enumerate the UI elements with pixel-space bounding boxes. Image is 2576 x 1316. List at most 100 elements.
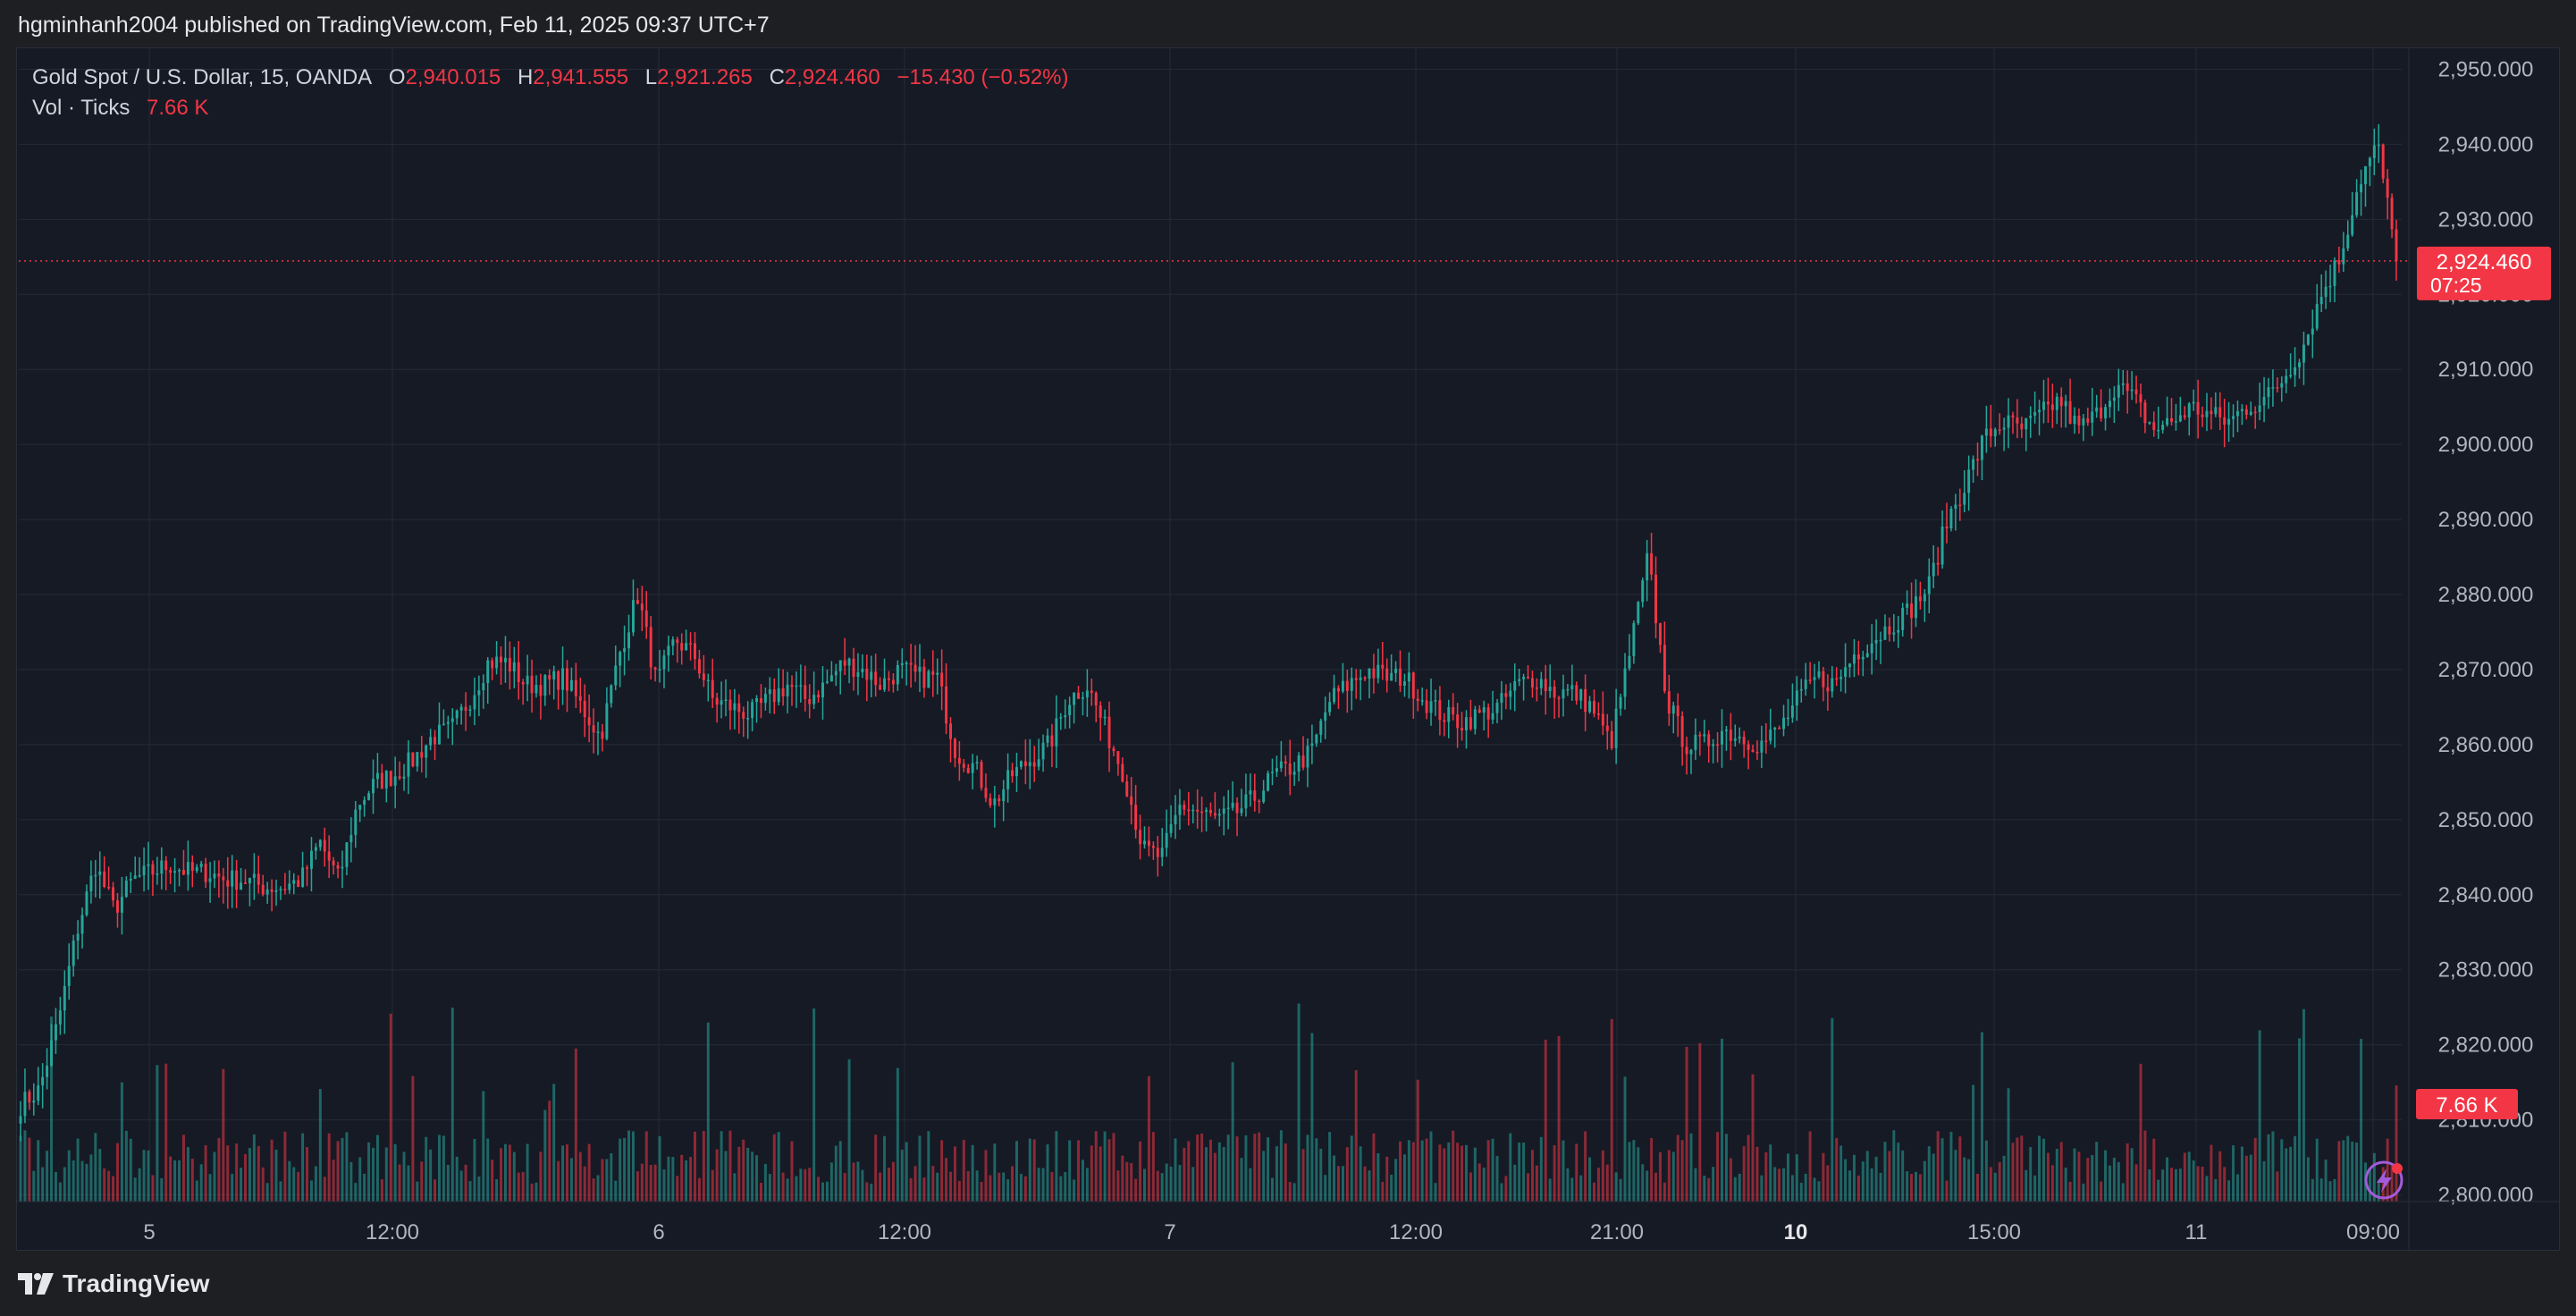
candle-body: [2170, 418, 2173, 422]
volume-bar: [46, 1151, 49, 1202]
candlestick-chart[interactable]: 2,800.0002,810.0002,820.0002,830.0002,84…: [17, 48, 2561, 1252]
candle-body: [190, 862, 194, 872]
tradingview-logo[interactable]: TradingView: [18, 1270, 209, 1298]
volume-bar: [1932, 1153, 1935, 1202]
volume-bar: [2244, 1155, 2248, 1202]
candle-body: [2372, 145, 2376, 158]
volume-bar: [913, 1166, 917, 1202]
candle-body: [455, 710, 459, 719]
candle-body: [1967, 469, 1971, 494]
volume-bar: [80, 1160, 84, 1202]
volume-bar: [2161, 1169, 2165, 1202]
candle-body: [2117, 384, 2120, 398]
volume-bar: [1646, 1170, 1649, 1202]
candle-body: [627, 632, 631, 649]
candle-body: [838, 660, 842, 671]
volume-bar: [2192, 1160, 2195, 1202]
volume-bar: [2346, 1135, 2350, 1202]
candle-body: [2355, 192, 2359, 215]
volume-bar: [393, 1143, 397, 1202]
volume-bar: [2170, 1168, 2173, 1202]
volume-bar: [314, 1166, 317, 1202]
candle-body: [856, 672, 860, 677]
candle-body: [517, 662, 520, 682]
volume-bar: [1738, 1173, 1741, 1202]
volume-bar: [1121, 1155, 1124, 1202]
candle-body: [1174, 814, 1177, 825]
volume-bar: [1712, 1167, 1715, 1202]
volume-bar: [1509, 1133, 1512, 1202]
candle-body: [354, 809, 358, 835]
volume-bar: [1539, 1136, 1543, 1202]
candle-body: [2324, 286, 2328, 298]
y-axis-tick-label: 2,850.000: [2438, 808, 2534, 832]
volume-bar: [1443, 1148, 1446, 1202]
volume-bar: [2386, 1138, 2389, 1202]
volume-bar: [605, 1159, 609, 1202]
volume-badge-text: 7.66 K: [2436, 1093, 2497, 1118]
candle-body: [1813, 677, 1816, 680]
candle-body: [640, 603, 644, 611]
candle-body: [539, 685, 543, 696]
volume-bar: [2333, 1178, 2336, 1202]
candle-body: [2077, 415, 2081, 426]
volume-bar: [1760, 1175, 1764, 1202]
candle-body: [1041, 742, 1045, 760]
candle-body: [98, 871, 102, 875]
candle-body: [1927, 576, 1931, 595]
volume-bar: [1566, 1168, 1570, 1202]
candle-body: [37, 1085, 40, 1101]
candle-body: [2059, 396, 2063, 407]
volume-bar: [671, 1157, 675, 1202]
volume-bar: [1557, 1035, 1561, 1202]
candle-body: [2368, 157, 2371, 166]
volume-bar: [240, 1168, 243, 1202]
volume-bar: [1174, 1138, 1177, 1202]
volume-bar: [1275, 1146, 1278, 1202]
candle-body: [1447, 706, 1451, 722]
candle-body: [120, 897, 123, 913]
volume-bar: [1698, 1042, 1702, 1202]
candle-body: [1205, 810, 1208, 812]
volume-bar: [1271, 1177, 1274, 1202]
candle-body: [653, 667, 657, 671]
volume-bar: [1094, 1131, 1098, 1202]
y-axis-tick-label: 2,860.000: [2438, 733, 2534, 757]
candle-body: [2112, 397, 2116, 401]
volume-label[interactable]: Vol · Ticks: [32, 96, 130, 120]
volume-bar: [2324, 1160, 2328, 1202]
lightning-icon[interactable]: [2364, 1160, 2403, 1200]
volume-bar: [1147, 1076, 1150, 1202]
x-axis-tick-label: 5: [143, 1220, 155, 1244]
candle-body: [1112, 747, 1115, 752]
candle-body: [2187, 403, 2191, 418]
candle-body: [425, 745, 428, 758]
volume-bar: [2328, 1181, 2332, 1202]
candle-body: [1548, 687, 1552, 692]
chart-pane[interactable]: 2,800.000 2,810.000 2,820.000 2,830.000 2,84…: [16, 47, 2561, 1252]
candle-body: [768, 689, 771, 695]
candle-body: [1267, 772, 1270, 791]
candle-body: [879, 685, 882, 690]
volume-bar: [790, 1141, 794, 1202]
volume-bar: [372, 1147, 375, 1202]
volume-bar: [407, 1165, 410, 1202]
volume-bar: [1967, 1159, 1971, 1202]
volume-bar: [561, 1145, 565, 1202]
volume-bar: [1055, 1131, 1058, 1202]
candle-body: [2082, 418, 2085, 426]
candle-body: [614, 665, 618, 686]
symbol-title[interactable]: Gold Spot / U.S. Dollar, 15, OANDA: [32, 65, 373, 89]
candle-body: [1452, 706, 1455, 715]
volume-bar: [1839, 1145, 1843, 1202]
volume-bar: [2381, 1167, 2385, 1202]
volume-bar: [2073, 1148, 2076, 1202]
volume-bar: [2025, 1169, 2028, 1202]
candle-body: [1301, 755, 1305, 768]
volume-bar: [1865, 1151, 1869, 1202]
candle-body: [1879, 639, 1882, 642]
y-axis-tick-label: 2,880.000: [2438, 583, 2534, 607]
volume-bar: [795, 1176, 798, 1202]
volume-bar: [1402, 1154, 1406, 1202]
candle-body: [812, 694, 816, 704]
